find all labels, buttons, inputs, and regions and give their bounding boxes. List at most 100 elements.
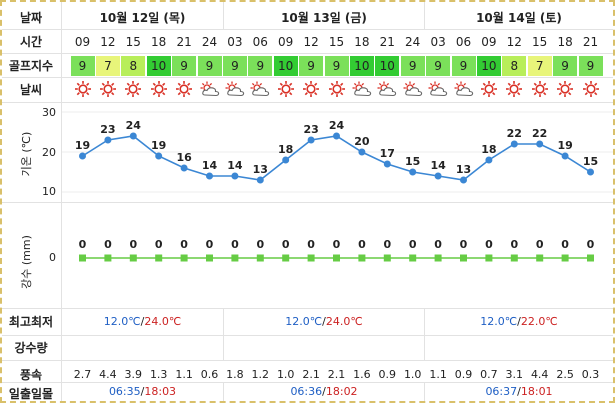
hour-cell: 24	[201, 35, 218, 49]
max-temp: 24.0℃	[325, 315, 363, 328]
hour-cell: 09	[278, 35, 294, 49]
rainfall-data-label: 0	[510, 238, 518, 251]
rainfall-data-label: 0	[536, 238, 544, 251]
rainfall-chart: 0 0 0 0 0 0 0 0 0 0 0 0 0 0 0 0 0 0 0 0 0	[79, 238, 595, 262]
rainfall-point	[383, 254, 391, 262]
rainfall-point	[587, 254, 594, 262]
temp-ytick-20: 20	[42, 146, 56, 159]
wind-speed-cell: 3.9	[124, 368, 143, 381]
wind-speed-cell: 0.7	[480, 368, 498, 381]
temperature-point	[129, 132, 137, 140]
golf-index-cell: 9	[400, 56, 425, 76]
sunset: 18:02	[325, 385, 358, 398]
wind-speed-cell: 2.5	[556, 368, 574, 381]
rainfall-data-label: 0	[485, 238, 493, 251]
temperature-point	[256, 176, 264, 184]
rainfall-data-label: 0	[587, 238, 595, 251]
rainfall-point	[485, 254, 493, 262]
weather-row-label: 날씨	[19, 83, 43, 97]
rainfall-point	[536, 254, 544, 262]
sun-row-label: 일출일몰	[8, 387, 54, 401]
sun-icon	[324, 80, 349, 100]
temperature-point	[307, 136, 315, 144]
sunset: 18:01	[520, 385, 553, 398]
temperature-point	[155, 152, 163, 160]
wind-speed-cell: 4.4	[99, 368, 117, 381]
partly-cloudy-icon	[349, 80, 374, 100]
temperature-data-label: 23	[303, 123, 318, 136]
hour-cell: 03	[227, 35, 243, 49]
wind-speed-cell: 1.2	[251, 368, 270, 381]
golf-index-cell: 8	[502, 56, 527, 76]
wind-speed-cell: 1.0	[276, 368, 295, 381]
temperature-data-label: 15	[405, 155, 420, 168]
sun-icon	[578, 80, 603, 100]
max-temp: 22.0℃	[520, 315, 558, 328]
rainfall-data-label: 0	[409, 238, 417, 251]
hour-cell: 18	[557, 35, 573, 49]
wind-speed-cell: 1.6	[353, 368, 371, 381]
rain-ytick-0: 0	[49, 251, 56, 264]
wind-speed-cell: 2.1	[302, 368, 320, 381]
hour-cell: 15	[125, 35, 141, 49]
rainfall-data-label: 0	[383, 238, 391, 251]
rainfall-point	[206, 254, 213, 262]
hour-cell: 15	[532, 35, 548, 49]
temperature-point	[79, 152, 86, 160]
temperature-data-label: 24	[329, 119, 345, 132]
golf-index-cell: 9	[426, 56, 451, 76]
temperature-point	[536, 140, 544, 148]
wind-speed-cell: 1.3	[149, 368, 168, 381]
temperature-data-label: 18	[481, 143, 496, 156]
partly-cloudy-icon	[248, 80, 273, 100]
minmax-day1: 12.0℃/24.0℃	[103, 315, 182, 328]
temperature-data-label: 13	[456, 163, 471, 176]
golf-index-cell: 10	[349, 56, 374, 76]
sun-icon	[146, 80, 171, 100]
rainfall-point	[333, 254, 340, 262]
rainfall-data-label: 0	[434, 238, 442, 251]
sunrise: 06:36	[290, 385, 323, 398]
rainfall-point	[434, 254, 442, 262]
golf-index-cell: 9	[248, 56, 273, 76]
wind-speed-cell: 1.8	[226, 368, 244, 381]
date-header-day2: 10월 13일 (금)	[281, 11, 367, 25]
golf-index-cell: 9	[451, 56, 476, 76]
sun-icon	[172, 80, 197, 100]
sunrise: 06:37	[485, 385, 518, 398]
rainfall-data-label: 0	[79, 238, 87, 251]
temperature-data-label: 23	[100, 123, 115, 136]
rainfall-data-label: 0	[333, 238, 341, 251]
temperature-data-label: 13	[253, 163, 268, 176]
temperature-point	[434, 172, 442, 180]
rainfall-data-label: 0	[180, 238, 188, 251]
min-temp: 12.0℃	[285, 315, 323, 328]
rainfall-data-label: 0	[231, 238, 239, 251]
temperature-point	[383, 160, 391, 168]
rainfall-point	[129, 254, 137, 262]
max-temp: 24.0℃	[144, 315, 182, 328]
rainfall-point	[561, 254, 569, 262]
hour-cell: 06	[252, 35, 268, 49]
rainfall-row-label: 강수량	[14, 341, 48, 355]
partly-cloudy-icon	[426, 80, 451, 100]
hour-cell: 09	[74, 35, 91, 49]
wind-row-label: 풍속	[19, 368, 43, 382]
wind-speed-cell: 1.0	[403, 368, 422, 381]
wind-speed-cell: 0.6	[200, 368, 219, 381]
sun-day3: 06:37/18:01	[485, 385, 553, 398]
rainfall-data-label: 0	[104, 238, 112, 251]
rainfall-point	[79, 254, 86, 262]
temperature-data-label: 14	[430, 159, 446, 172]
golf-index-cell: 7	[527, 56, 552, 76]
golf-index-cell: 9	[222, 56, 247, 76]
hour-cell: 12	[303, 35, 319, 49]
wind-speed-cell: 0.9	[454, 368, 473, 381]
rainfall-data-label: 0	[155, 238, 163, 251]
temp-ytick-30: 30	[42, 106, 56, 119]
rainfall-point	[104, 254, 112, 262]
temperature-point	[282, 156, 290, 164]
minmax-day3: 12.0℃/22.0℃	[480, 315, 558, 328]
temp-ytick-10: 10	[42, 185, 56, 198]
